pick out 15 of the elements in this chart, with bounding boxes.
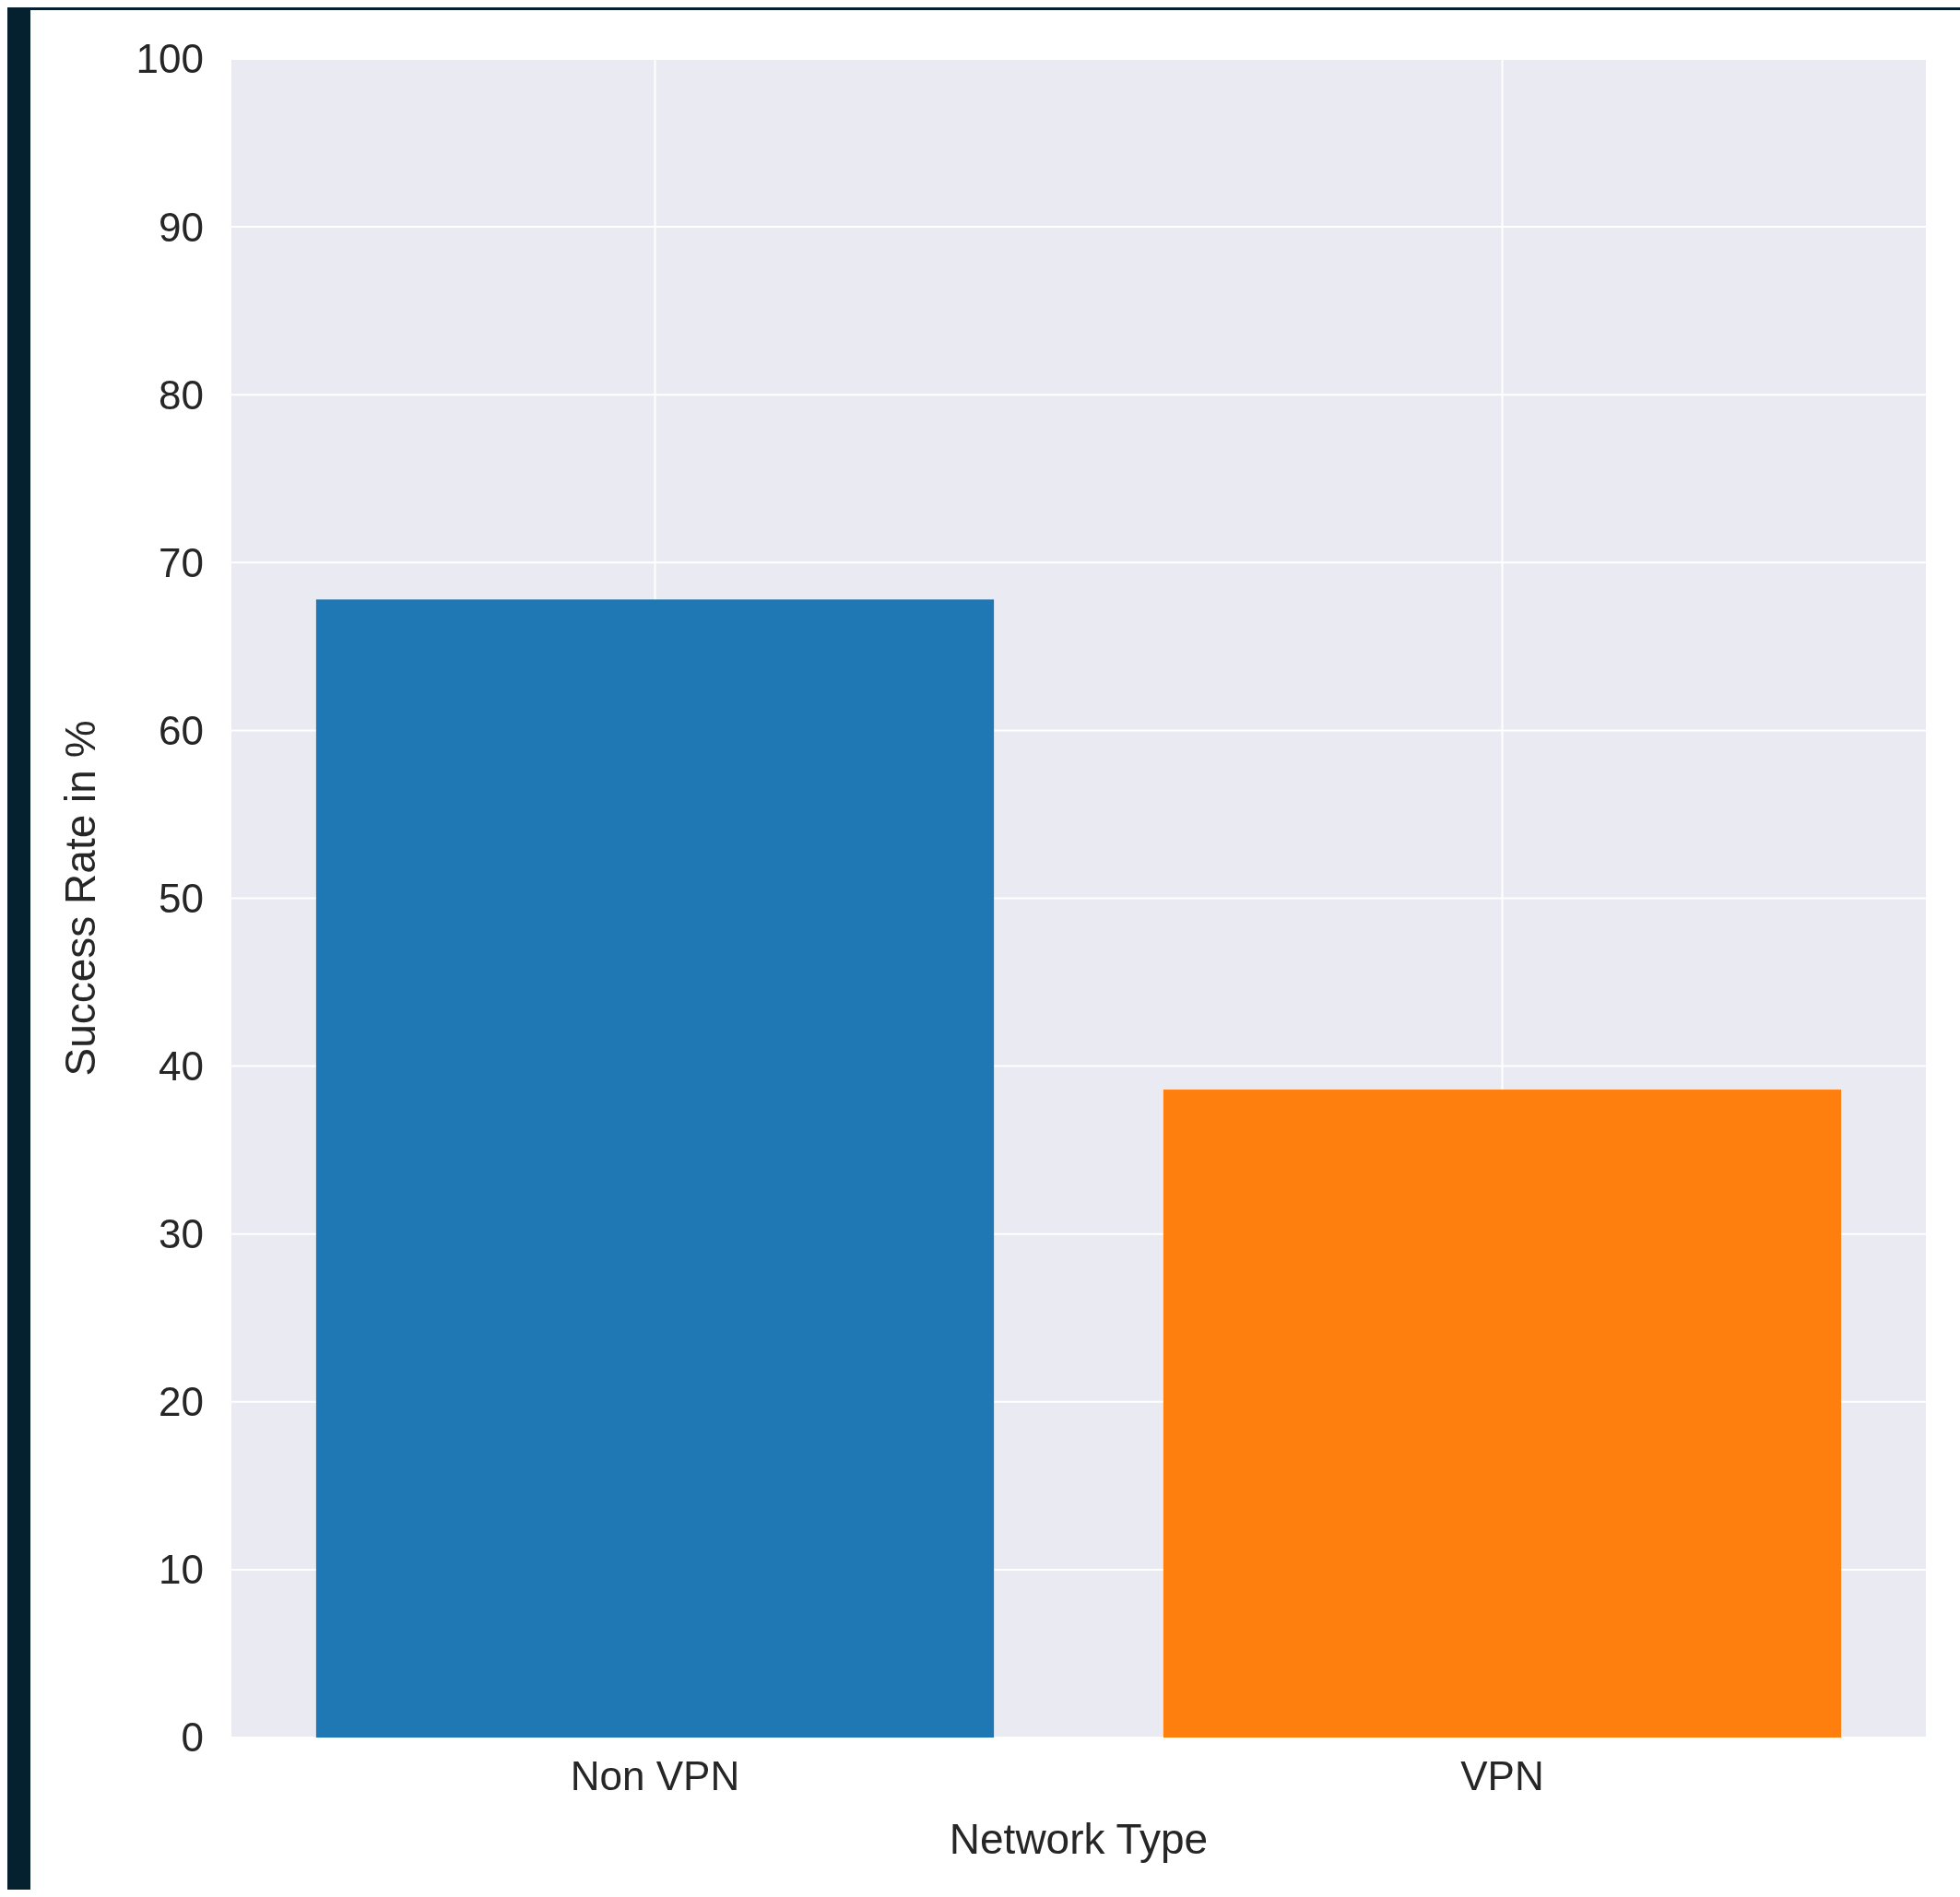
y-tick-label: 0 <box>181 1714 204 1761</box>
y-tick-label: 80 <box>159 371 204 418</box>
y-axis-title: Success Rate in % <box>56 720 104 1077</box>
y-tick-label: 30 <box>159 1211 204 1257</box>
x-tick-label: VPN <box>1460 1753 1544 1798</box>
y-tick-label: 10 <box>159 1547 204 1593</box>
y-tick-label: 70 <box>159 539 204 585</box>
y-tick-label: 60 <box>159 707 204 753</box>
y-tick-label: 50 <box>159 875 204 921</box>
y-tick-label: 90 <box>159 204 204 250</box>
x-axis-title: Network Type <box>949 1815 1209 1863</box>
y-tick-label: 100 <box>136 36 204 82</box>
y-tick-label: 20 <box>159 1379 204 1425</box>
x-tick-label: Non VPN <box>570 1753 740 1798</box>
y-tick-label: 40 <box>159 1043 204 1089</box>
